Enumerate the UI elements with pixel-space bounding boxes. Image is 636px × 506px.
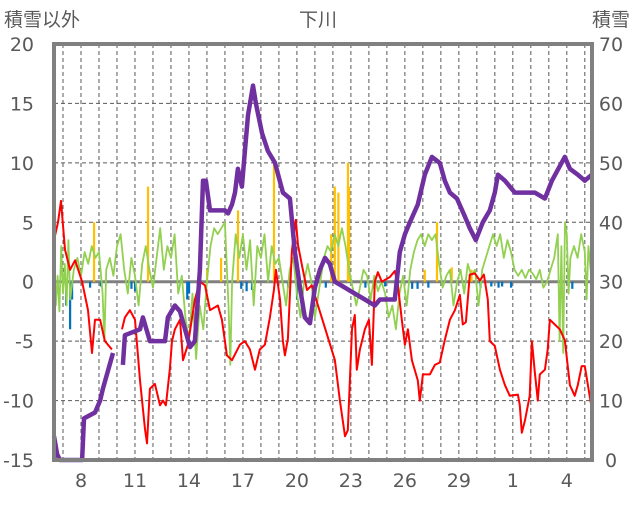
precip-bar: [219, 257, 223, 282]
chart-title: 下川: [299, 9, 337, 31]
negative-bar: [490, 281, 493, 287]
negative-bar: [187, 281, 191, 294]
x-tick-label: 26: [393, 470, 417, 492]
negative-bar: [133, 281, 137, 292]
left-tick-label: 15: [10, 93, 34, 115]
x-tick-label: 23: [339, 470, 363, 492]
left-tick-label: -15: [3, 450, 34, 472]
negative-bar: [245, 281, 248, 292]
negative-bar: [69, 281, 72, 330]
right-tick-label: 50: [599, 153, 623, 175]
negative-bar: [384, 281, 387, 287]
right-tick-label: 40: [599, 212, 623, 234]
x-tick-label: 4: [561, 470, 573, 492]
left-tick-label: -10: [3, 391, 34, 413]
precip-bar: [146, 186, 150, 282]
left-tick-label: 20: [10, 34, 34, 56]
bars: [65, 162, 574, 330]
precip-bar: [272, 162, 276, 282]
x-tick-label: 1: [507, 470, 519, 492]
negative-bar: [416, 281, 419, 289]
grid: [54, 44, 592, 460]
negative-bar: [364, 281, 367, 288]
precip-bar: [337, 192, 340, 282]
right-tick-label: 60: [599, 93, 623, 115]
precip-bar: [346, 162, 350, 282]
x-tick-label: 29: [447, 470, 471, 492]
left-axis-label: 積雪以外: [4, 9, 80, 31]
snow_depth-line: [51, 83, 594, 463]
left-tick-label: 5: [22, 212, 34, 234]
negative-bar: [571, 281, 574, 289]
negative-bar: [88, 281, 92, 288]
precip-bar: [330, 234, 333, 282]
x-tick-label: 8: [75, 470, 87, 492]
precip-bar: [423, 269, 426, 282]
temperature-line: [53, 199, 593, 445]
right-tick-label: 30: [599, 272, 623, 294]
negative-bar: [501, 281, 504, 287]
x-tick-label: 17: [231, 470, 255, 492]
x-tick-label: 14: [177, 470, 201, 492]
series-lines: [51, 83, 594, 463]
negative-bar: [240, 281, 243, 289]
precip-bar: [450, 267, 453, 282]
right-tick-label: 20: [599, 331, 623, 353]
negative-bar: [411, 281, 414, 289]
x-tick-label: 20: [285, 470, 309, 492]
right-tick-label: 70: [599, 34, 623, 56]
right-axis-label: 積雪: [592, 9, 630, 31]
left-tick-label: 0: [22, 272, 34, 294]
right-tick-label: 0: [605, 450, 617, 472]
precip-bar: [348, 186, 351, 282]
other-line: [53, 221, 593, 366]
negative-bar: [130, 281, 133, 289]
left-tick-label: 10: [10, 153, 34, 175]
negative-bar: [497, 281, 500, 288]
left-tick-label: -5: [15, 331, 34, 353]
right-tick-label: 10: [599, 391, 623, 413]
negative-bar: [510, 281, 513, 288]
negative-bar: [186, 281, 189, 300]
plot-border: [52, 42, 594, 462]
negative-bar: [427, 281, 430, 288]
plot-frame: [52, 42, 594, 462]
x-tick-label: 11: [123, 470, 147, 492]
negative-bar: [324, 281, 327, 288]
